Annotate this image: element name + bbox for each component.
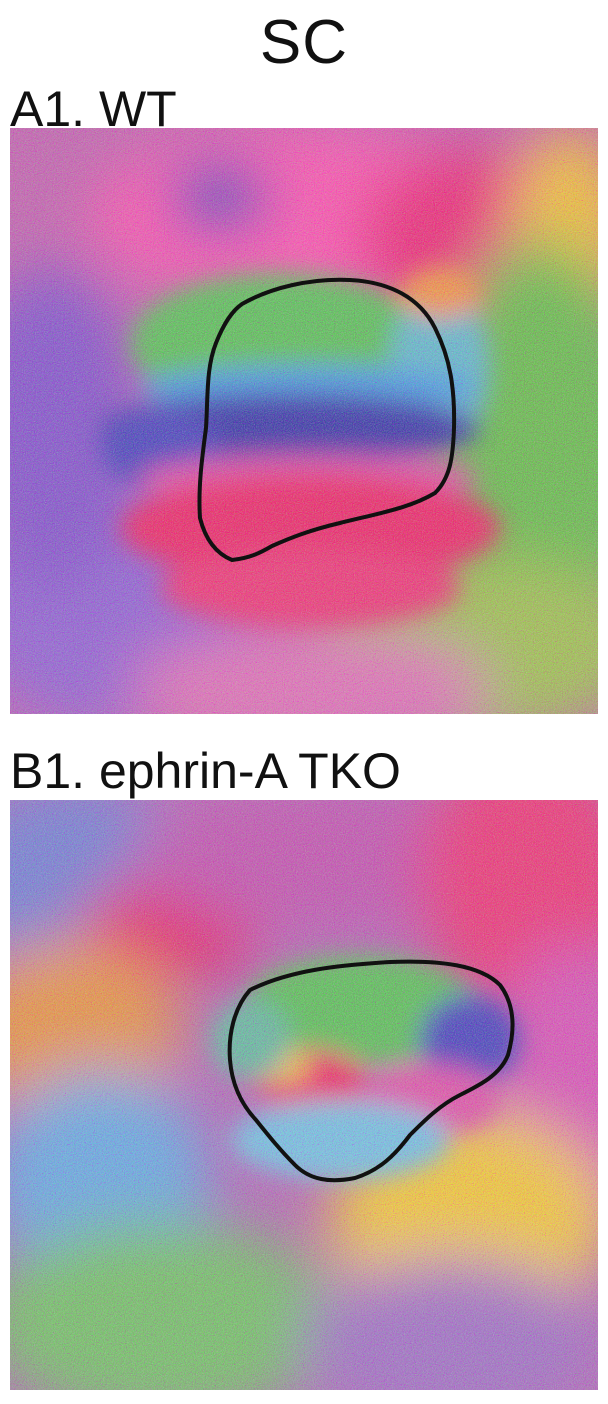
panel-a1-image <box>10 128 598 714</box>
panel-a1-roi-outline <box>197 277 457 562</box>
panel-a1-phase-map <box>10 128 598 714</box>
figure-heading: SC <box>259 8 349 77</box>
panel-a1-label: A1. WT <box>10 81 177 137</box>
panel-b1-phase-map <box>10 800 598 1390</box>
panel-b1-image <box>10 800 598 1390</box>
panel-b1-label: B1. ephrin-A TKO <box>10 743 401 799</box>
panel-b1-roi-outline <box>227 959 515 1183</box>
